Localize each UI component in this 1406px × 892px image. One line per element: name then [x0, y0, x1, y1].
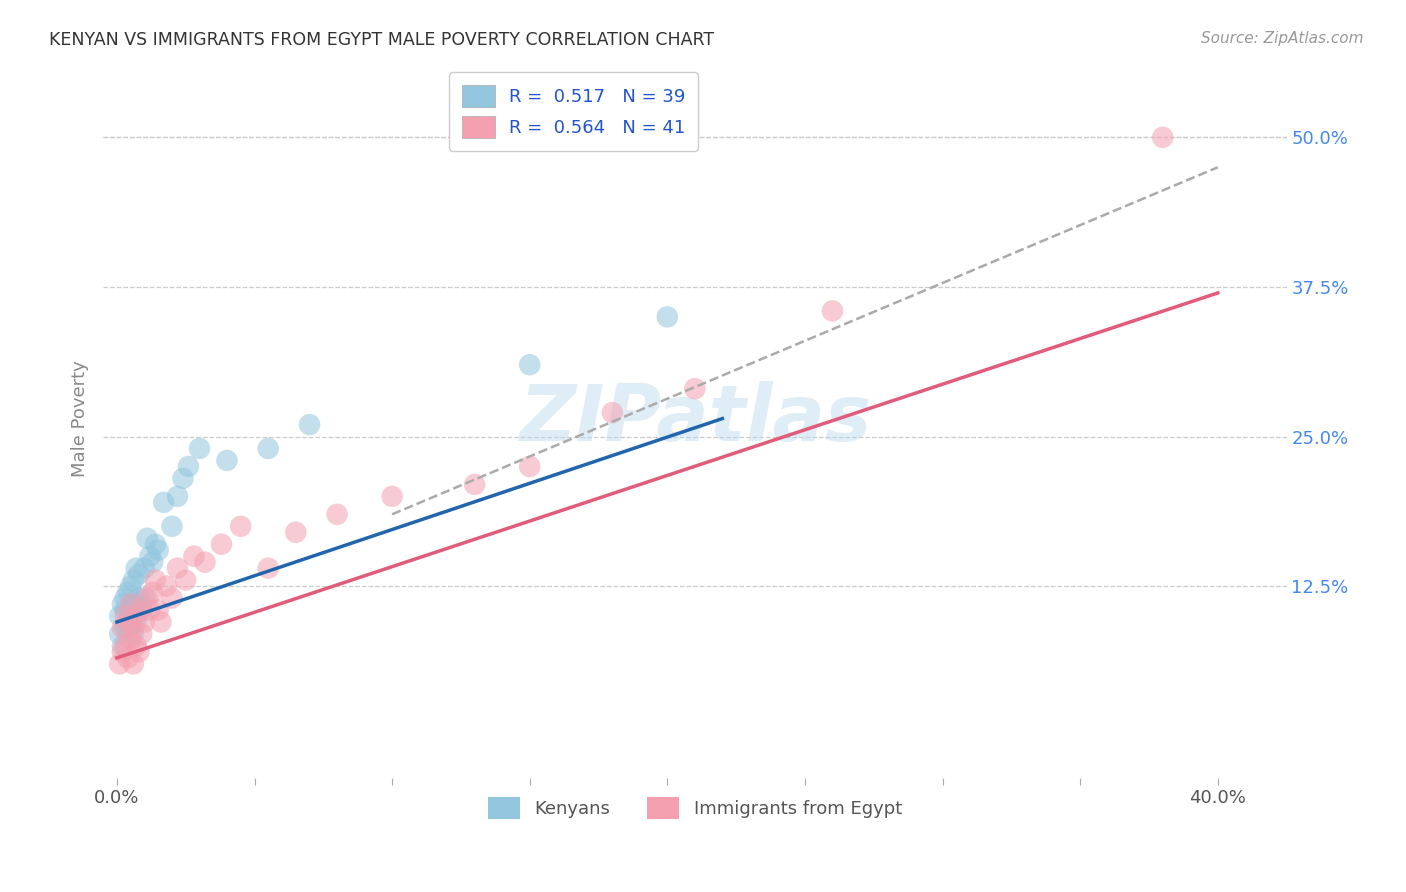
- Point: [172, 471, 194, 485]
- Point: [125, 609, 148, 624]
- Point: [183, 549, 205, 564]
- Point: [120, 615, 142, 629]
- Point: [122, 627, 145, 641]
- Point: [134, 591, 156, 605]
- Point: [600, 406, 623, 420]
- Point: [114, 621, 136, 635]
- Point: [177, 459, 200, 474]
- Point: [136, 531, 159, 545]
- Point: [120, 597, 142, 611]
- Point: [821, 304, 844, 318]
- Point: [166, 561, 188, 575]
- Point: [128, 603, 150, 617]
- Point: [142, 585, 165, 599]
- Point: [125, 615, 148, 629]
- Point: [128, 591, 150, 605]
- Point: [155, 579, 177, 593]
- Legend: Kenyans, Immigrants from Egypt: Kenyans, Immigrants from Egypt: [481, 789, 910, 826]
- Point: [284, 525, 307, 540]
- Point: [134, 615, 156, 629]
- Point: [108, 609, 131, 624]
- Point: [128, 645, 150, 659]
- Point: [381, 489, 404, 503]
- Point: [211, 537, 233, 551]
- Y-axis label: Male Poverty: Male Poverty: [72, 360, 89, 477]
- Point: [122, 657, 145, 671]
- Point: [326, 508, 349, 522]
- Point: [519, 459, 541, 474]
- Point: [111, 597, 134, 611]
- Point: [215, 453, 238, 467]
- Point: [122, 573, 145, 587]
- Point: [229, 519, 252, 533]
- Point: [111, 645, 134, 659]
- Point: [149, 615, 172, 629]
- Point: [464, 477, 486, 491]
- Point: [136, 591, 159, 605]
- Point: [142, 555, 165, 569]
- Point: [139, 603, 162, 617]
- Point: [152, 495, 174, 509]
- Point: [111, 621, 134, 635]
- Point: [125, 561, 148, 575]
- Point: [125, 639, 148, 653]
- Point: [122, 621, 145, 635]
- Point: [114, 603, 136, 617]
- Point: [117, 615, 139, 629]
- Point: [117, 651, 139, 665]
- Text: ZIPatlas: ZIPatlas: [519, 381, 870, 457]
- Point: [120, 579, 142, 593]
- Point: [120, 632, 142, 647]
- Point: [111, 639, 134, 653]
- Point: [1152, 130, 1174, 145]
- Text: Source: ZipAtlas.com: Source: ZipAtlas.com: [1201, 31, 1364, 46]
- Point: [114, 591, 136, 605]
- Point: [298, 417, 321, 432]
- Point: [146, 543, 169, 558]
- Point: [114, 639, 136, 653]
- Point: [114, 609, 136, 624]
- Point: [188, 442, 211, 456]
- Point: [131, 627, 153, 641]
- Point: [145, 537, 167, 551]
- Point: [174, 573, 197, 587]
- Point: [657, 310, 679, 324]
- Point: [139, 549, 162, 564]
- Point: [108, 627, 131, 641]
- Point: [160, 591, 183, 605]
- Text: KENYAN VS IMMIGRANTS FROM EGYPT MALE POVERTY CORRELATION CHART: KENYAN VS IMMIGRANTS FROM EGYPT MALE POV…: [49, 31, 714, 49]
- Point: [108, 657, 131, 671]
- Point: [194, 555, 217, 569]
- Point: [117, 585, 139, 599]
- Point: [146, 603, 169, 617]
- Point: [166, 489, 188, 503]
- Point: [120, 603, 142, 617]
- Point: [134, 561, 156, 575]
- Point: [125, 597, 148, 611]
- Point: [257, 561, 280, 575]
- Point: [160, 519, 183, 533]
- Point: [122, 597, 145, 611]
- Point: [145, 573, 167, 587]
- Point: [128, 567, 150, 582]
- Point: [131, 603, 153, 617]
- Point: [683, 382, 706, 396]
- Point: [257, 442, 280, 456]
- Point: [117, 621, 139, 635]
- Point: [519, 358, 541, 372]
